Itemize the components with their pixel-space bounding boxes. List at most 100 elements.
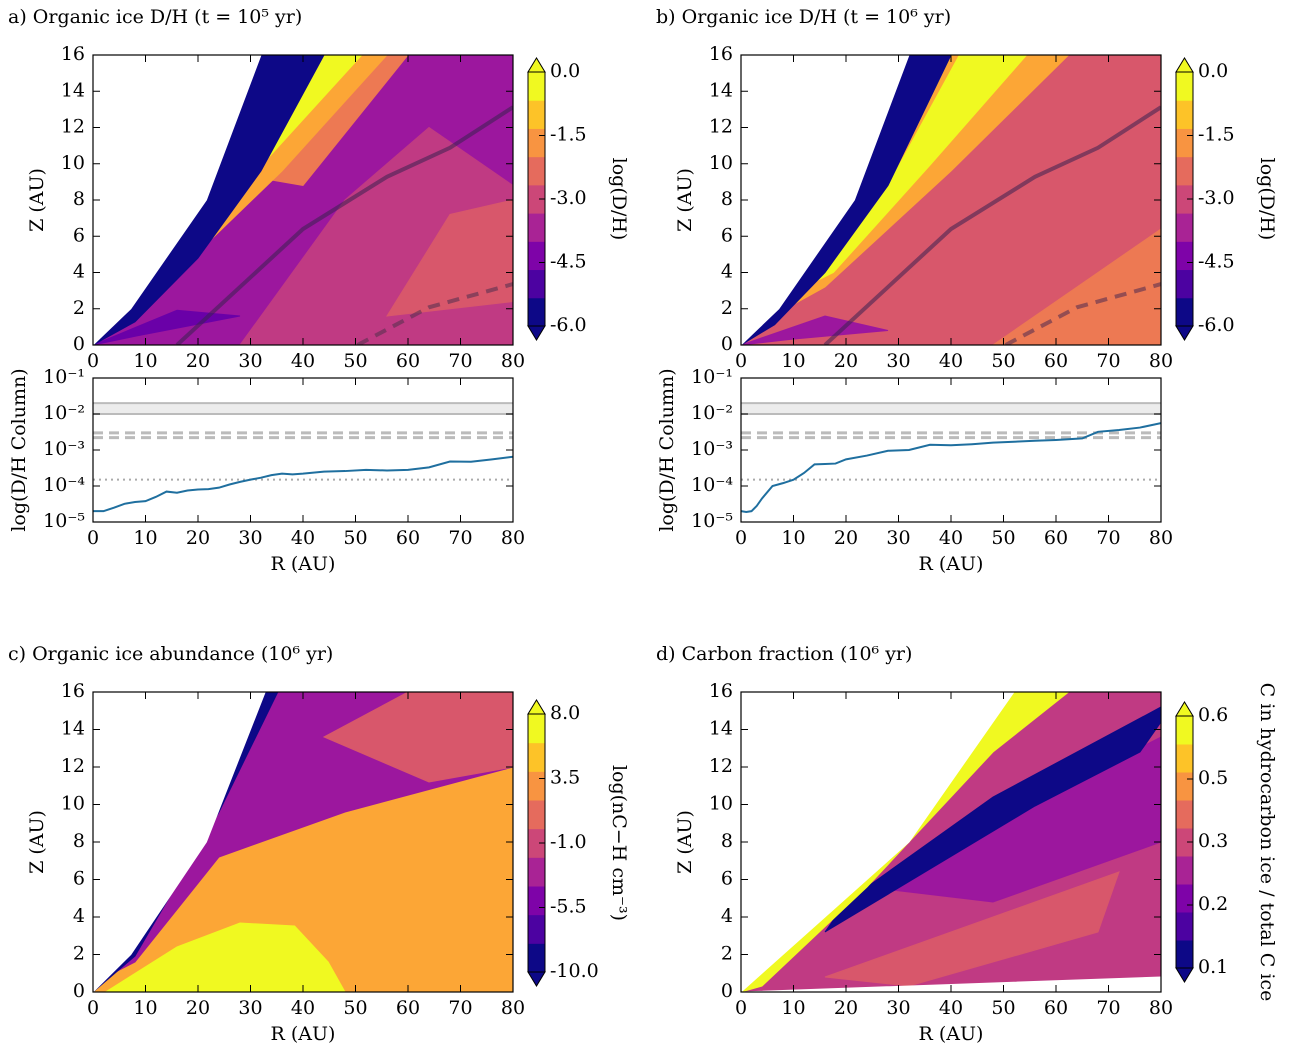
colorbar-tick-label: -1.0: [550, 831, 587, 853]
snow-line: [823, 105, 1161, 345]
colorbar-swatch: [528, 297, 545, 327]
y-tick-label: 10⁻⁵: [691, 510, 733, 532]
y-tick-label: 0: [73, 980, 85, 1002]
y-tick-label: 10⁻³: [43, 438, 85, 460]
contour-region: [824, 706, 1161, 933]
colorbar-extend-bottom: [1175, 325, 1194, 341]
y-tick-label: 0: [721, 980, 733, 1002]
colorbar-swatch: [528, 771, 545, 801]
colorbar-swatch: [528, 72, 545, 101]
contour-region: [741, 692, 1015, 992]
x-tick-label: 0: [735, 527, 747, 549]
colorbar-swatch: [1176, 72, 1193, 101]
plot-area: [741, 55, 1161, 345]
colorbar-swatch: [1176, 297, 1193, 327]
contour-region: [824, 871, 1120, 987]
colorbar-swatch: [528, 800, 545, 830]
axes-frame: [740, 377, 1162, 523]
x-tick-label: 30: [886, 527, 910, 549]
x-tick-label: 20: [834, 350, 858, 372]
x-tick-label: 10: [133, 527, 157, 549]
surface-line: [1004, 282, 1161, 345]
y-tick-label: 12: [61, 755, 85, 777]
x-tick-label: 0: [735, 997, 747, 1019]
y-tick-label: 16: [61, 680, 85, 702]
colorbar-swatch: [528, 156, 545, 186]
y-tick-label: 0: [73, 333, 85, 355]
x-tick-label: 40: [291, 350, 315, 372]
x-tick-label: 50: [343, 997, 367, 1019]
colorbar-label: log(nC−H cm⁻³): [608, 765, 630, 921]
x-tick-label: 30: [238, 527, 262, 549]
y-tick-label: 16: [709, 680, 733, 702]
colorbar-label: log(D/H): [1256, 158, 1278, 241]
y-tick-label: 8: [721, 830, 733, 852]
x-tick-label: 30: [886, 350, 910, 372]
y-tick-label: 4: [73, 261, 85, 283]
colorbar-tick-label: 3.5: [550, 767, 580, 789]
chart-title: b) Organic ice D/H (t = 10⁶ yr): [656, 6, 951, 28]
x-axis-label: R (AU): [919, 553, 984, 575]
colorbar-tick-label: 0.3: [1198, 830, 1228, 852]
y-tick-label: 8: [721, 188, 733, 210]
colorbar-tick-label: -6.0: [550, 314, 587, 336]
y-axis-label: log(D/H Column): [8, 368, 30, 531]
plot-area: [741, 402, 1161, 513]
x-tick-label: 20: [186, 997, 210, 1019]
colorbar-swatch: [1176, 716, 1193, 745]
x-tick-label: 30: [238, 997, 262, 1019]
colorbar-tick-label: 8.0: [550, 702, 580, 724]
data-line: [93, 455, 513, 513]
colorbar-tick-label: -1.5: [1198, 124, 1235, 146]
colorbar-swatch: [528, 943, 545, 973]
y-axis-label: Z (AU): [674, 168, 696, 232]
colorbar-swatch: [528, 128, 545, 158]
y-tick-label: 2: [73, 297, 85, 319]
x-tick-label: 10: [781, 350, 805, 372]
y-tick-label: 2: [73, 943, 85, 965]
colorbar-extend-bottom: [527, 971, 546, 987]
y-tick-label: 10: [709, 793, 733, 815]
x-tick-label: 80: [1149, 527, 1173, 549]
colorbar-swatch: [1176, 856, 1193, 885]
y-axis-label: Z (AU): [26, 810, 48, 874]
plot-area: [93, 402, 513, 513]
y-tick-label: 6: [721, 868, 733, 890]
colorbar-swatch: [528, 914, 545, 944]
y-tick-label: 8: [73, 830, 85, 852]
y-tick-label: 2: [721, 943, 733, 965]
y-axis-label: Z (AU): [674, 810, 696, 874]
x-tick-label: 80: [501, 527, 525, 549]
x-tick-label: 40: [291, 527, 315, 549]
x-tick-label: 80: [501, 997, 525, 1019]
colorbar-tick-label: -3.0: [550, 187, 587, 209]
x-axis-label: R (AU): [271, 553, 336, 575]
colorbar-swatch: [1176, 744, 1193, 773]
colorbar-extend-top: [527, 699, 546, 715]
colorbar-swatch: [1176, 213, 1193, 242]
x-tick-label: 10: [781, 527, 805, 549]
y-tick-label: 14: [709, 718, 733, 740]
colorbar-tick-label: -4.5: [550, 251, 587, 273]
x-tick-label: 50: [343, 350, 367, 372]
colorbar-tick-label: 0.1: [1198, 956, 1228, 978]
x-tick-label: 70: [448, 997, 472, 1019]
colorbar-swatch: [1176, 156, 1193, 186]
x-tick-label: 70: [448, 350, 472, 372]
colorbar-swatch: [1176, 128, 1193, 158]
surface-line: [356, 282, 513, 345]
colorbar-tick-label: -3.0: [1198, 187, 1235, 209]
contour-region: [322, 692, 513, 783]
colorbar-swatch: [528, 742, 545, 772]
x-tick-label: 20: [834, 997, 858, 1019]
x-tick-label: 50: [991, 527, 1015, 549]
x-tick-label: 50: [343, 527, 367, 549]
y-tick-label: 14: [61, 79, 85, 101]
y-tick-label: 0: [721, 333, 733, 355]
x-tick-label: 10: [133, 350, 157, 372]
y-axis-label: Z (AU): [26, 168, 48, 232]
x-axis-label: R (AU): [919, 1023, 984, 1045]
y-tick-label: 6: [73, 868, 85, 890]
x-tick-label: 60: [396, 997, 420, 1019]
colorbar-swatch: [528, 857, 545, 887]
